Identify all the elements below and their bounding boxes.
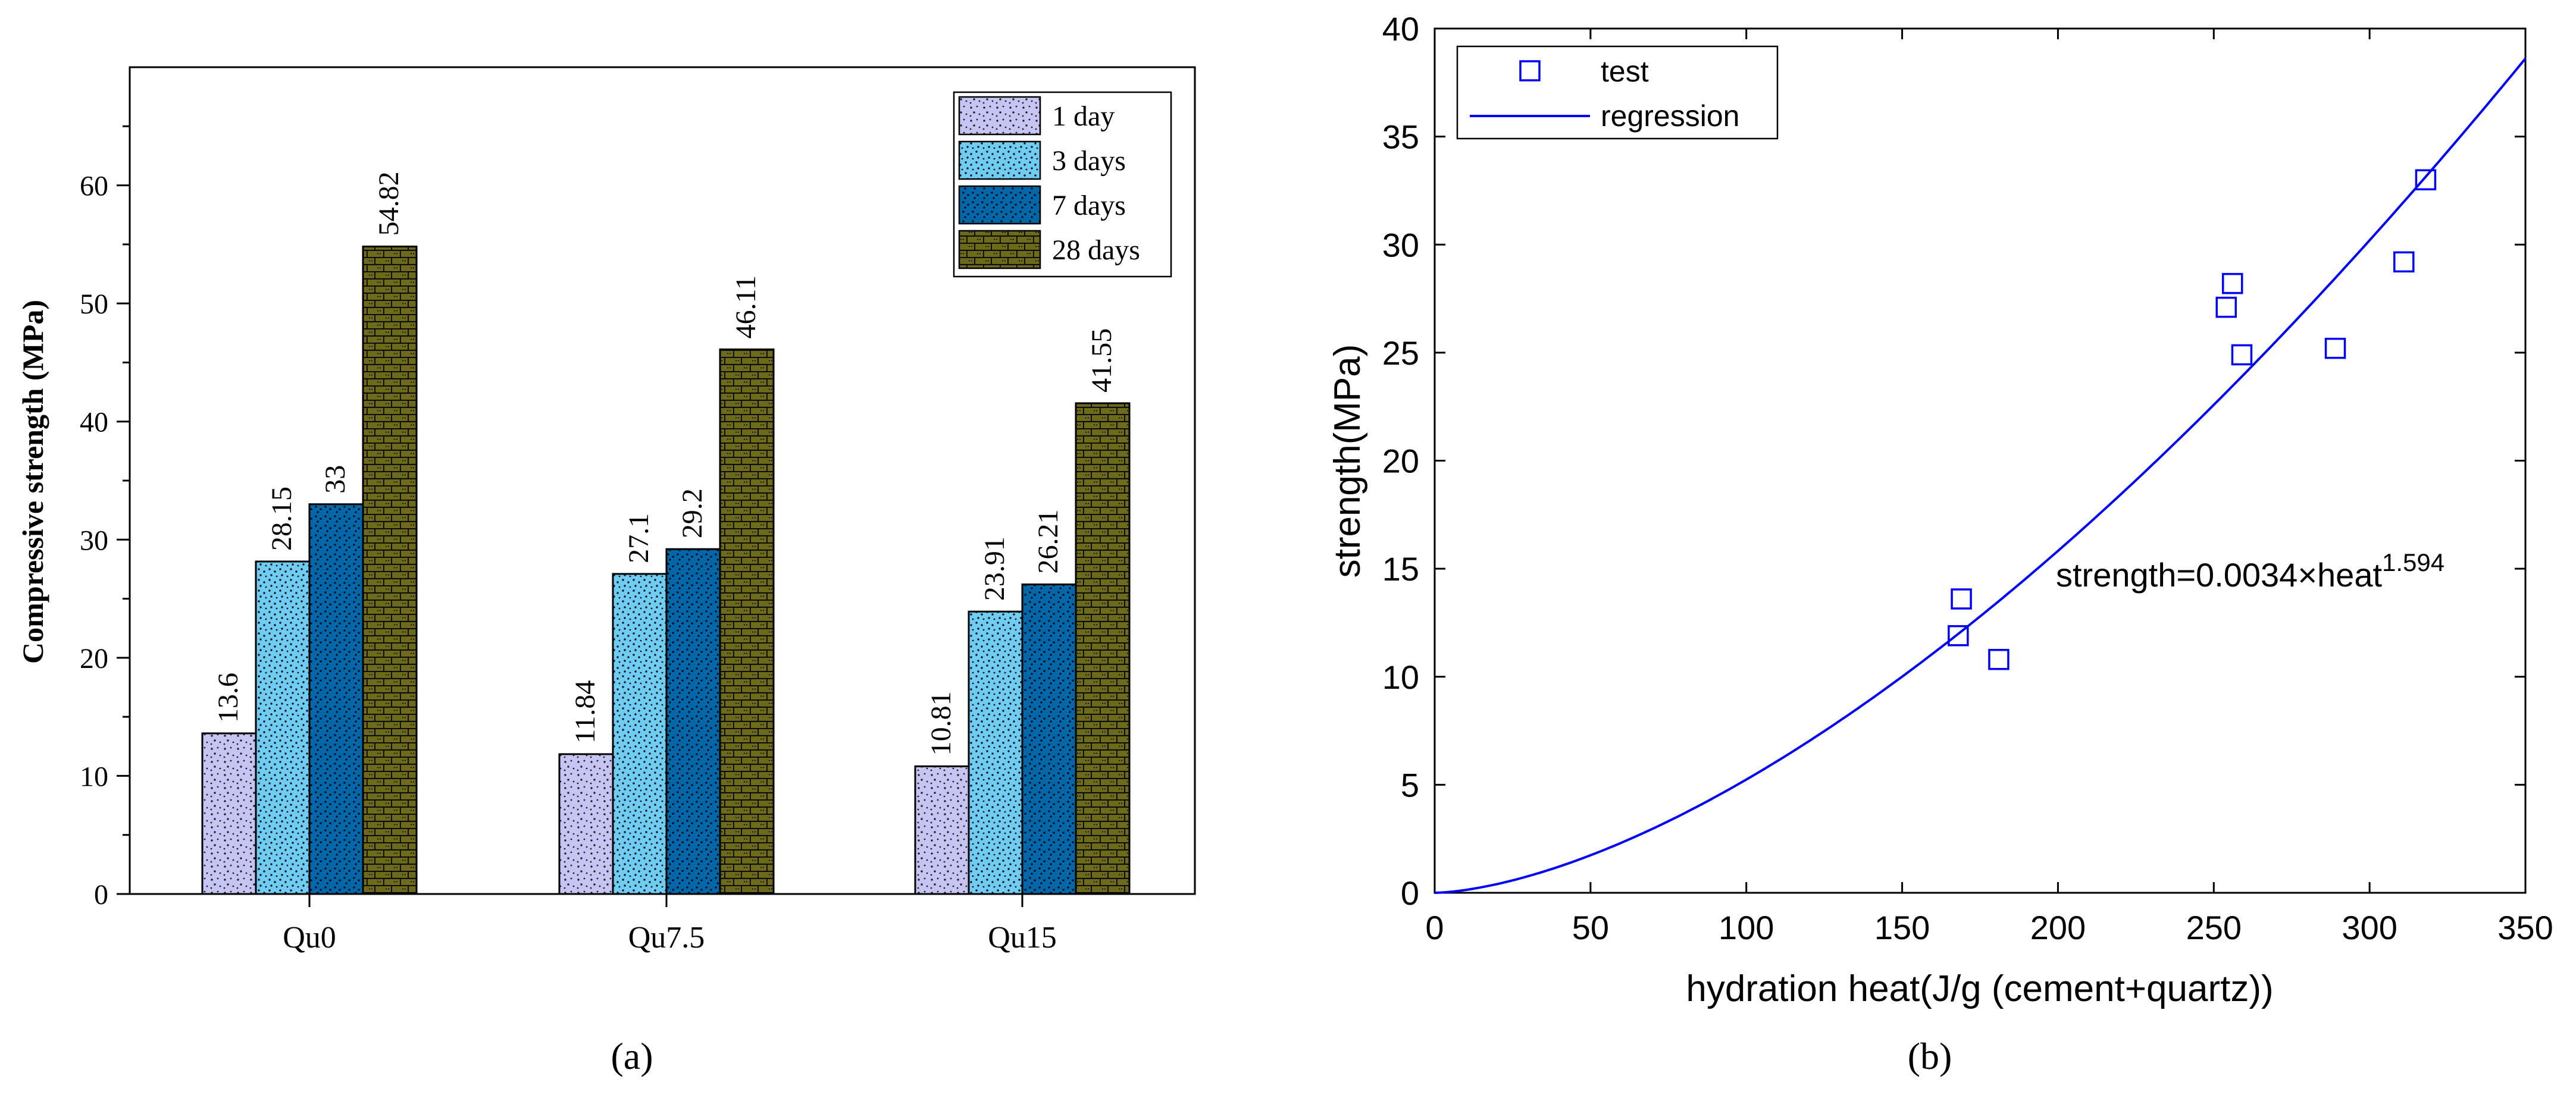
bar-qu7-5-7-days bbox=[665, 548, 721, 895]
bar-qu0-1-day bbox=[201, 732, 257, 895]
bar-qu15-1-day bbox=[914, 765, 970, 895]
test-point-2 bbox=[1951, 588, 1972, 610]
bar-qu7-5-3-days bbox=[612, 573, 668, 895]
panel-a-y-tick-label: 0 bbox=[94, 879, 108, 911]
panel-a-y-tick-label: 30 bbox=[80, 525, 108, 556]
bar-qu0-3-days bbox=[255, 560, 311, 895]
test-point-8 bbox=[2393, 251, 2415, 273]
regression-equation: strength=0.0034×heat1.594 bbox=[2056, 548, 2444, 594]
panel-b-caption: (b) bbox=[1908, 1035, 1952, 1077]
panel-b-x-tick-label: 200 bbox=[2030, 909, 2086, 946]
legend-label-7-days: 7 days bbox=[1052, 190, 1126, 221]
data-label-qu0-3-days: 28.15 bbox=[266, 487, 298, 551]
panel-a-y-tick-label: 20 bbox=[80, 643, 108, 675]
legend-label-28-days: 28 days bbox=[1052, 234, 1140, 266]
test-point-4 bbox=[2215, 296, 2237, 318]
data-label-qu0-7-days: 33 bbox=[320, 465, 351, 494]
bar-qu7-5-1-day bbox=[558, 753, 614, 895]
panel-a-bar-chart: 0 10 20 30 40 50 60 13.6 28.15 33 54.82 11.84 27.1 2… bbox=[16, 66, 1196, 1077]
panel-b-x-tick-label: 300 bbox=[2342, 909, 2397, 946]
data-label-qu0-1-day: 13.6 bbox=[212, 673, 244, 723]
bar-qu15-7-days bbox=[1021, 583, 1077, 895]
data-label-qu7-5-28-days: 46.11 bbox=[730, 275, 762, 338]
data-label-qu7-5-3-days: 27.1 bbox=[623, 513, 655, 563]
test-point-7 bbox=[2324, 337, 2346, 359]
panel-b-legend: test regression bbox=[1456, 45, 1779, 140]
panel-b-y-tick-label: 10 bbox=[1382, 658, 1419, 696]
category-label-qu0: Qu0 bbox=[283, 921, 336, 955]
panel-b-y-tick-label: 35 bbox=[1382, 118, 1419, 156]
panel-a-y-tick-label: 40 bbox=[80, 407, 108, 438]
panel-a-x-axis: Qu0 Qu7.5 Qu15 bbox=[283, 894, 1057, 955]
bar-qu15-3-days bbox=[968, 610, 1023, 895]
panel-b-axes: 0 50 100 150 200 250 300 350 0 5 10 15 20 25 30 35 40 bbox=[1382, 10, 2553, 946]
bar-qu0-28-days bbox=[362, 245, 418, 895]
test-point-3 bbox=[1988, 648, 2010, 670]
data-label-qu7-5-7-days: 29.2 bbox=[677, 488, 708, 538]
data-label-qu15-1-day: 10.81 bbox=[925, 691, 957, 755]
data-label-qu15-3-days: 23.91 bbox=[979, 537, 1010, 601]
category-label-qu15: Qu15 bbox=[988, 921, 1057, 955]
data-label-qu7-5-1-day: 11.84 bbox=[569, 680, 601, 743]
legend-test-marker bbox=[1519, 60, 1541, 81]
test-point-6 bbox=[2231, 344, 2253, 366]
test-points bbox=[1948, 169, 2437, 670]
panel-a-caption: (a) bbox=[611, 1035, 653, 1077]
data-label-qu0-28-days: 54.82 bbox=[373, 171, 405, 236]
panel-b-x-tick-label: 350 bbox=[2497, 909, 2553, 946]
legend-label-regression: regression bbox=[1601, 99, 1739, 133]
data-label-qu15-7-days: 26.21 bbox=[1032, 510, 1064, 574]
panel-a-y-tick-label: 10 bbox=[80, 761, 108, 792]
regression-equation-exponent: 1.594 bbox=[2382, 548, 2444, 576]
legend-label-3-days: 3 days bbox=[1052, 145, 1126, 177]
panel-b-x-tick-label: 50 bbox=[1572, 909, 1609, 946]
legend-swatch-7-days bbox=[958, 185, 1041, 225]
panel-a-y-tick-label: 60 bbox=[80, 171, 108, 202]
panel-b-y-tick-label: 0 bbox=[1401, 874, 1419, 912]
panel-b-y-tick-label: 40 bbox=[1382, 10, 1419, 48]
regression-equation-base: strength=0.0034×heat bbox=[2056, 556, 2382, 594]
panel-b-x-tick-label: 100 bbox=[1719, 909, 1774, 946]
panel-b-y-axis-label: strength(MPa) bbox=[1327, 344, 1368, 578]
panel-b-y-tick-label: 25 bbox=[1382, 334, 1419, 372]
test-point-1 bbox=[1948, 625, 1969, 647]
panel-b-y-tick-label: 15 bbox=[1382, 550, 1419, 588]
test-point-5 bbox=[2221, 272, 2243, 294]
panel-b-y-tick-label: 5 bbox=[1401, 766, 1419, 804]
test-point-9 bbox=[2415, 169, 2437, 191]
panel-b-x-tick-label: 0 bbox=[1425, 909, 1444, 946]
panel-a-y-axis-label: Compressive strength (MPa) bbox=[16, 300, 49, 664]
legend-swatch-28-days bbox=[958, 230, 1041, 269]
regression-curve bbox=[1434, 58, 2527, 894]
panel-a-y-ticks: 0 10 20 30 40 50 60 bbox=[80, 125, 130, 911]
bar-qu7-5-28-days bbox=[719, 348, 775, 895]
panel-a-bars: 13.6 28.15 33 54.82 11.84 27.1 29.2 46.11 10.81 2… bbox=[201, 171, 1131, 895]
bar-qu15-28-days bbox=[1075, 402, 1131, 895]
legend-swatch-1-day bbox=[958, 96, 1041, 136]
panel-b-x-tick-label: 150 bbox=[1874, 909, 1930, 946]
data-label-qu15-28-days: 41.55 bbox=[1086, 328, 1118, 393]
panel-b-x-tick-label: 250 bbox=[2186, 909, 2242, 946]
legend-swatch-3-days bbox=[958, 140, 1041, 180]
panel-b-y-tick-label: 20 bbox=[1382, 443, 1419, 480]
panel-a-legend: 1 day 3 days 7 days 28 days bbox=[953, 91, 1172, 278]
panel-b-frame bbox=[1433, 27, 2527, 894]
legend-label-test: test bbox=[1601, 55, 1649, 88]
panel-b-scatter-chart: 0 50 100 150 200 250 300 350 0 5 10 15 20 25 30 35 40 hy… bbox=[1327, 10, 2553, 1077]
panel-a-y-tick-label: 50 bbox=[80, 288, 108, 320]
panel-b-x-axis-label: hydration heat(J/g (cement+quartz)) bbox=[1686, 968, 2273, 1009]
legend-label-1-day: 1 day bbox=[1052, 101, 1115, 132]
category-label-qu7-5: Qu7.5 bbox=[628, 921, 705, 955]
panel-b-y-tick-label: 30 bbox=[1382, 226, 1419, 263]
bar-qu0-7-days bbox=[308, 503, 364, 895]
